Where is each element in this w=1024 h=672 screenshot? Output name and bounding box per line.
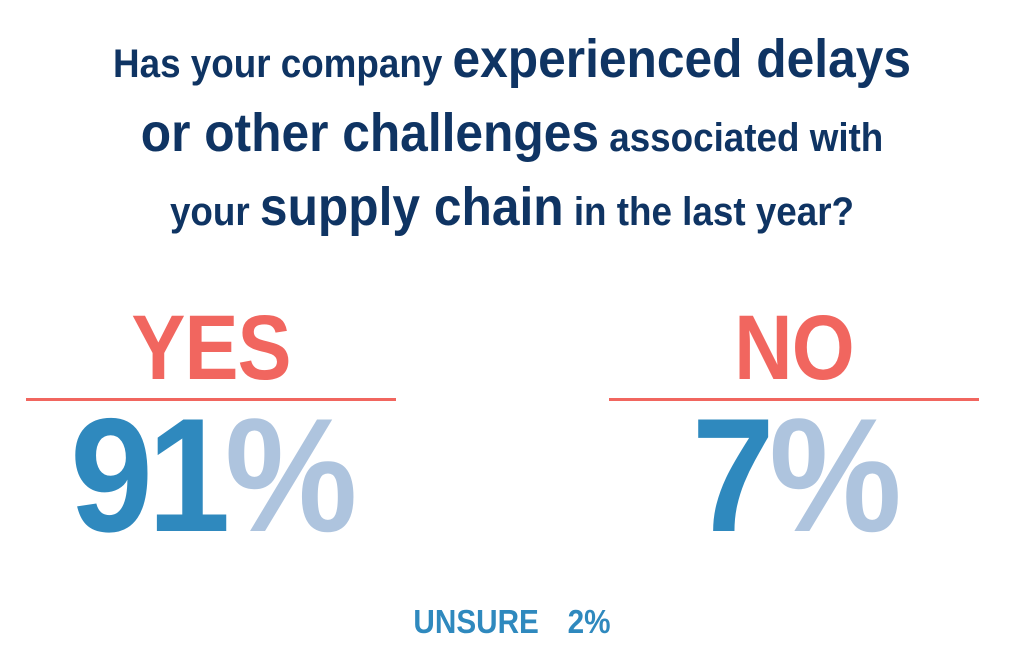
answer-yes-value: 91% <box>41 395 381 561</box>
survey-question: Has your company experienced delays or o… <box>41 22 983 244</box>
question-line-1: Has your company experienced delays <box>41 22 983 96</box>
question-text: associated with <box>599 116 884 160</box>
question-text: your <box>169 190 260 234</box>
answer-yes-divider <box>26 398 396 401</box>
question-emphasis: or other challenges <box>140 103 600 163</box>
question-text: in the last year? <box>563 190 855 234</box>
answer-no-label: NO <box>734 297 855 399</box>
question-line-2: or other challenges associated with <box>41 96 983 170</box>
answer-unsure-value: 2% <box>567 603 611 640</box>
answer-yes-number: 91 <box>70 385 230 566</box>
answer-no-divider <box>609 398 979 401</box>
question-text: Has your company <box>113 42 453 86</box>
answer-yes: YES 91% <box>26 300 396 561</box>
question-line-3: your supply chain in the last year? <box>41 170 983 244</box>
answer-yes-percent-sign: % <box>224 385 358 566</box>
answer-yes-label: YES <box>131 297 291 399</box>
answer-no-value: 7% <box>624 395 964 561</box>
answer-unsure-label: UNSURE <box>413 603 539 640</box>
answer-no-percent-sign: % <box>769 385 902 566</box>
question-emphasis: supply chain <box>259 177 564 237</box>
answer-no: NO 7% <box>609 300 979 561</box>
answer-no-number: 7 <box>691 385 775 566</box>
answer-unsure: UNSURE 2% <box>51 600 973 644</box>
question-emphasis: experienced delays <box>452 29 911 89</box>
